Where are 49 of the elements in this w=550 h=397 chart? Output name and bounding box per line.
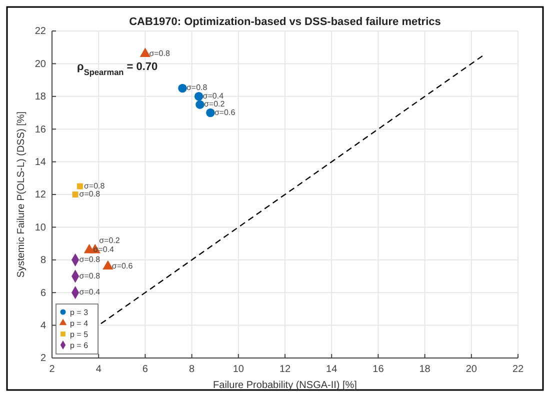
annotation: σ=0.8 [149,48,170,58]
y-tick-label: 12 [34,190,46,201]
point [178,84,187,93]
point [206,108,215,118]
y-tick-label: 6 [40,288,46,299]
x-tick-label: 16 [372,364,384,375]
legend-label: p = 4 [70,319,89,328]
y-tick-label: 16 [34,124,46,136]
x-axis-title: Failure Probability (NSGA-II) [%] [213,380,358,391]
point [196,100,204,109]
legend-label: p = 5 [70,330,89,339]
chart-title: CAB1970: Optimization-based vs DSS-based failure metrics [129,16,441,28]
annotation: ρ$_{Spearman}$ = 0.70 [77,61,158,76]
annotation: σ=0.8 [79,271,101,280]
annotation: σ=0.8 [79,254,101,264]
x-tick-label: 22 [512,364,524,375]
annotation: σ=0.6 [214,108,236,117]
y-tick-label: 4 [40,320,46,332]
x-tick-label: 6 [142,364,148,375]
x-tick-label: 8 [189,364,196,375]
y-tick-label: 22 [34,26,46,38]
x-tick-label: 10 [232,364,244,375]
point [102,260,114,270]
point [72,192,78,198]
x-tick-label: 18 [419,364,431,375]
x-tick-label: 20 [466,364,478,375]
annotation: σ=0.8 [186,83,208,92]
y-tick-label: 10 [34,222,46,234]
point [76,183,83,190]
annotation: σ=0.8 [79,190,101,198]
point [194,92,204,101]
annotation: σ=0.2 [204,100,226,109]
x-tick-label: 14 [326,364,338,375]
y-tick-label: 2 [40,353,46,364]
legend-label: p = 3 [70,308,89,317]
annotation: σ=0.4 [79,288,101,297]
y-tick-label: 14 [34,157,46,168]
y-tick-label: 20 [34,58,46,70]
y-axis-title: Systemic Failure P(OLS-L) (DSS) [%] [16,111,27,278]
x-tick-label: 2 [49,364,56,375]
annotation: σ=0.8 [84,181,106,190]
y-tick-label: 18 [34,92,46,103]
y-tick-label: 8 [40,255,46,266]
annotation: σ=0.2 [99,236,120,246]
x-tick-label: 12 [279,364,291,375]
x-tick-label: 4 [96,364,102,375]
annotation: σ=0.6 [112,261,134,270]
legend-label: p = 6 [70,341,89,350]
annotation: σ=0.4 [202,91,224,100]
